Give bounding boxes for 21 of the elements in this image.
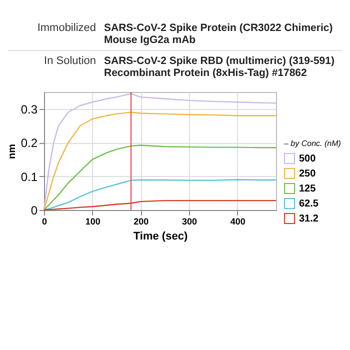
x-tick-label: 200: [134, 216, 149, 226]
y-tick-label: 0.1: [20, 170, 38, 184]
y-axis-title: nm: [6, 144, 18, 159]
text: In Solution: [43, 55, 97, 69]
x-tick-label: 0: [42, 216, 48, 226]
legend-title: – by Conc. (nM): [283, 139, 342, 148]
y-tick-label: 0.2: [20, 136, 38, 150]
legend-label: 250: [299, 168, 316, 180]
y-tick-label: 0: [30, 204, 38, 218]
x-axis-title: Time (sec): [133, 230, 188, 242]
text: Immobilized: [36, 22, 97, 36]
x-tick-label: 300: [182, 216, 198, 226]
text: SARS-CoV-2 Spike Protein (CR3022 Chimeric) Mouse IgG2a mAb: [104, 22, 334, 46]
legend-label: 125: [299, 184, 316, 194]
x-tick-label: 100: [85, 216, 100, 226]
legend-label: 500: [299, 154, 316, 164]
legend-label: 31.2: [299, 214, 319, 224]
x-tick-label: 400: [230, 216, 246, 226]
y-tick-label: 0.3: [20, 102, 38, 116]
text: SARS-CoV-2 Spike RBD (multimeric) (319-591) Recombinant Protein (8xHis-Tag) #17862: [104, 55, 336, 79]
legend-label: 62.5: [299, 198, 319, 210]
